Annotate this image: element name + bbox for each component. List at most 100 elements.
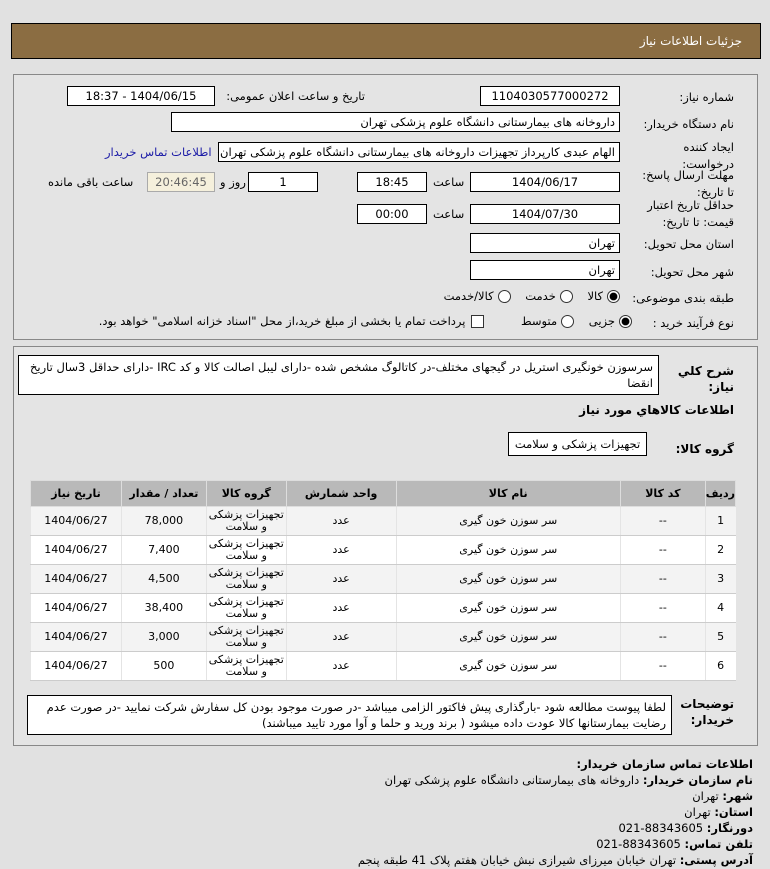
table-row[interactable]: 6 -- سر سوزن خون گیری عدد تجهیزات پزشکی و سل…: [30, 651, 736, 681]
item-group-cell: تجهیزات پزشکی و سلامت: [205, 651, 287, 681]
need-date-cell: 1404/06/27: [30, 651, 122, 681]
contact-item: دورنگار: 88343605-021: [358, 821, 753, 836]
unit-cell: عدد: [285, 506, 397, 536]
contact-item-value: تهران: [692, 789, 719, 803]
days-label: روز و: [220, 175, 246, 189]
category-radio-goods[interactable]: کالا: [587, 289, 620, 303]
radio-selected-icon[interactable]: [607, 290, 620, 303]
notes-text: لطفا پیوست مطالعه شود -بارگذاری پیش فاکت…: [27, 695, 672, 735]
col-code: کد کالا: [619, 480, 706, 507]
contact-title: اطلاعات تماس سازمان خریدار:: [576, 757, 753, 771]
unit-cell: عدد: [285, 564, 397, 594]
deadline-label: مهلت ارسال پاسخ: تا تاریخ:: [642, 168, 734, 199]
deadline-time-field[interactable]: 18:45: [357, 172, 427, 192]
description-text: سرسوزن خونگیری استریل در گیجهای مختلف-در…: [18, 355, 659, 395]
validity-time-field[interactable]: 00:00: [357, 204, 427, 224]
remaining-label: ساعت باقی مانده: [48, 175, 134, 189]
unit-cell: عدد: [285, 593, 397, 623]
goods-group-field: تجهیزات پزشکی و سلامت: [508, 432, 647, 456]
contact-item-value: 88343605-021: [618, 821, 704, 835]
category-radio-group: کالا خدمت کالا/خدمت: [444, 289, 620, 303]
contact-item: آدرس پستی: تهران خیابان میرزای شیرازی نب…: [358, 853, 753, 868]
item-name-cell: سر سوزن خون گیری: [395, 564, 621, 594]
treasury-payment-checkbox[interactable]: [471, 315, 485, 328]
deadline-time-label: ساعت: [433, 175, 465, 189]
row-number-cell: 5: [704, 622, 736, 652]
item-code-cell: --: [619, 535, 706, 565]
table-row[interactable]: 2 -- سر سوزن خون گیری عدد تجهیزات پزشکی و سل…: [30, 535, 736, 565]
contact-item: شهر: تهران: [358, 789, 753, 804]
item-group-cell: تجهیزات پزشکی و سلامت: [205, 622, 287, 652]
contact-item-value: تهران خیابان میرزای شیرازی نبش خیابان هف…: [357, 853, 677, 867]
table-row[interactable]: 5 -- سر سوزن خون گیری عدد تجهیزات پزشکی و سل…: [30, 622, 736, 652]
item-name-cell: سر سوزن خون گیری: [395, 651, 621, 681]
announce-field[interactable]: 1404/06/15 - 18:37: [67, 86, 215, 106]
contact-item-label: دورنگار:: [706, 821, 753, 835]
item-name-cell: سر سوزن خون گیری: [395, 506, 621, 536]
announce-label: تاریخ و ساعت اعلان عمومی:: [226, 89, 365, 103]
quantity-cell: 78,000: [120, 506, 207, 536]
row-number-cell: 6: [704, 651, 736, 681]
city-field[interactable]: تهران: [470, 260, 620, 280]
table-header-row: ردیف کد کالا نام کالا واحد شمارش گروه کا…: [30, 480, 737, 507]
category-radio-both[interactable]: کالا/خدمت: [444, 289, 511, 303]
need-date-cell: 1404/06/27: [30, 593, 122, 623]
creator-field[interactable]: الهام عبدی کارپرداز تجهیزات داروخانه های…: [218, 142, 620, 162]
contact-item-label: شهر:: [722, 789, 753, 803]
table-row[interactable]: 1 -- سر سوزن خون گیری عدد تجهیزات پزشکی و سل…: [30, 506, 736, 536]
col-name: نام کالا: [395, 480, 621, 507]
col-row: ردیف: [704, 480, 737, 507]
item-code-cell: --: [619, 564, 706, 594]
item-name-cell: سر سوزن خون گیری: [395, 622, 621, 652]
col-unit: واحد شمارش: [285, 480, 397, 507]
row-number-cell: 3: [704, 564, 736, 594]
radio-icon[interactable]: [559, 290, 573, 303]
remaining-time-field: 20:46:45: [147, 172, 215, 192]
radio-icon[interactable]: [561, 315, 575, 328]
goods-table: ردیف کد کالا نام کالا واحد شمارش گروه کا…: [30, 480, 737, 681]
item-group-cell: تجهیزات پزشکی و سلامت: [205, 593, 287, 623]
contact-item-label: تلفن تماس:: [684, 837, 753, 851]
process-radio-minor[interactable]: جزیی: [589, 314, 632, 328]
page-header: جزئیات اطلاعات نیاز: [11, 23, 761, 59]
contact-item-label: استان:: [714, 805, 753, 819]
goods-group-label: گروه کالا:: [675, 442, 734, 456]
need-date-cell: 1404/06/27: [30, 622, 122, 652]
description-label: شرح کلي نياز:: [677, 364, 734, 394]
buyer-contact-link[interactable]: اطلاعات تماس خریدار: [105, 145, 212, 159]
contact-item: نام سازمان خریدار: داروخانه های بیمارستا…: [358, 773, 753, 788]
validity-date-field[interactable]: 1404/07/30: [470, 204, 620, 224]
item-name-cell: سر سوزن خون گیری: [395, 535, 621, 565]
deadline-date-field[interactable]: 1404/06/17: [470, 172, 620, 192]
item-group-cell: تجهیزات پزشکی و سلامت: [205, 506, 287, 536]
quantity-cell: 3,000: [120, 622, 207, 652]
buyer-org-field[interactable]: داروخانه های بیمارستانی دانشگاه علوم پزش…: [171, 112, 620, 132]
contact-item-value: داروخانه های بیمارستانی دانشگاه علوم پزش…: [384, 773, 640, 787]
quantity-cell: 500: [120, 651, 207, 681]
category-radio-service[interactable]: خدمت: [525, 289, 573, 303]
need-date-cell: 1404/06/27: [30, 535, 122, 565]
unit-cell: عدد: [285, 651, 397, 681]
province-field[interactable]: تهران: [470, 233, 620, 253]
unit-cell: عدد: [285, 535, 397, 565]
quantity-cell: 38,400: [120, 593, 207, 623]
days-field[interactable]: 1: [248, 172, 318, 192]
item-code-cell: --: [619, 622, 706, 652]
category-label: طبقه بندی موضوعی:: [632, 291, 734, 305]
contact-item-label: آدرس پستی:: [679, 853, 753, 867]
contact-item: استان: تهران: [358, 805, 753, 820]
table-row[interactable]: 4 -- سر سوزن خون گیری عدد تجهیزات پزشکی و سل…: [30, 593, 736, 623]
need-number-field[interactable]: 1104030577000272: [480, 86, 620, 106]
col-quantity: تعداد / مقدار: [120, 480, 207, 507]
item-code-cell: --: [619, 506, 706, 536]
radio-icon[interactable]: [497, 290, 511, 303]
need-number-label: شماره نیاز:: [679, 90, 734, 104]
col-date: تاریخ نیاز: [30, 480, 122, 507]
table-row[interactable]: 3 -- سر سوزن خون گیری عدد تجهیزات پزشکی و سل…: [30, 564, 736, 594]
creator-label: ایجاد کننده درخواست:: [682, 140, 734, 171]
need-date-cell: 1404/06/27: [30, 506, 122, 536]
radio-selected-icon[interactable]: [619, 315, 632, 328]
treasury-payment-note: پرداخت تمام یا بخشی از مبلغ خرید،از محل …: [98, 314, 466, 328]
process-radio-medium[interactable]: متوسط: [521, 314, 575, 328]
validity-time-label: ساعت: [433, 207, 465, 221]
